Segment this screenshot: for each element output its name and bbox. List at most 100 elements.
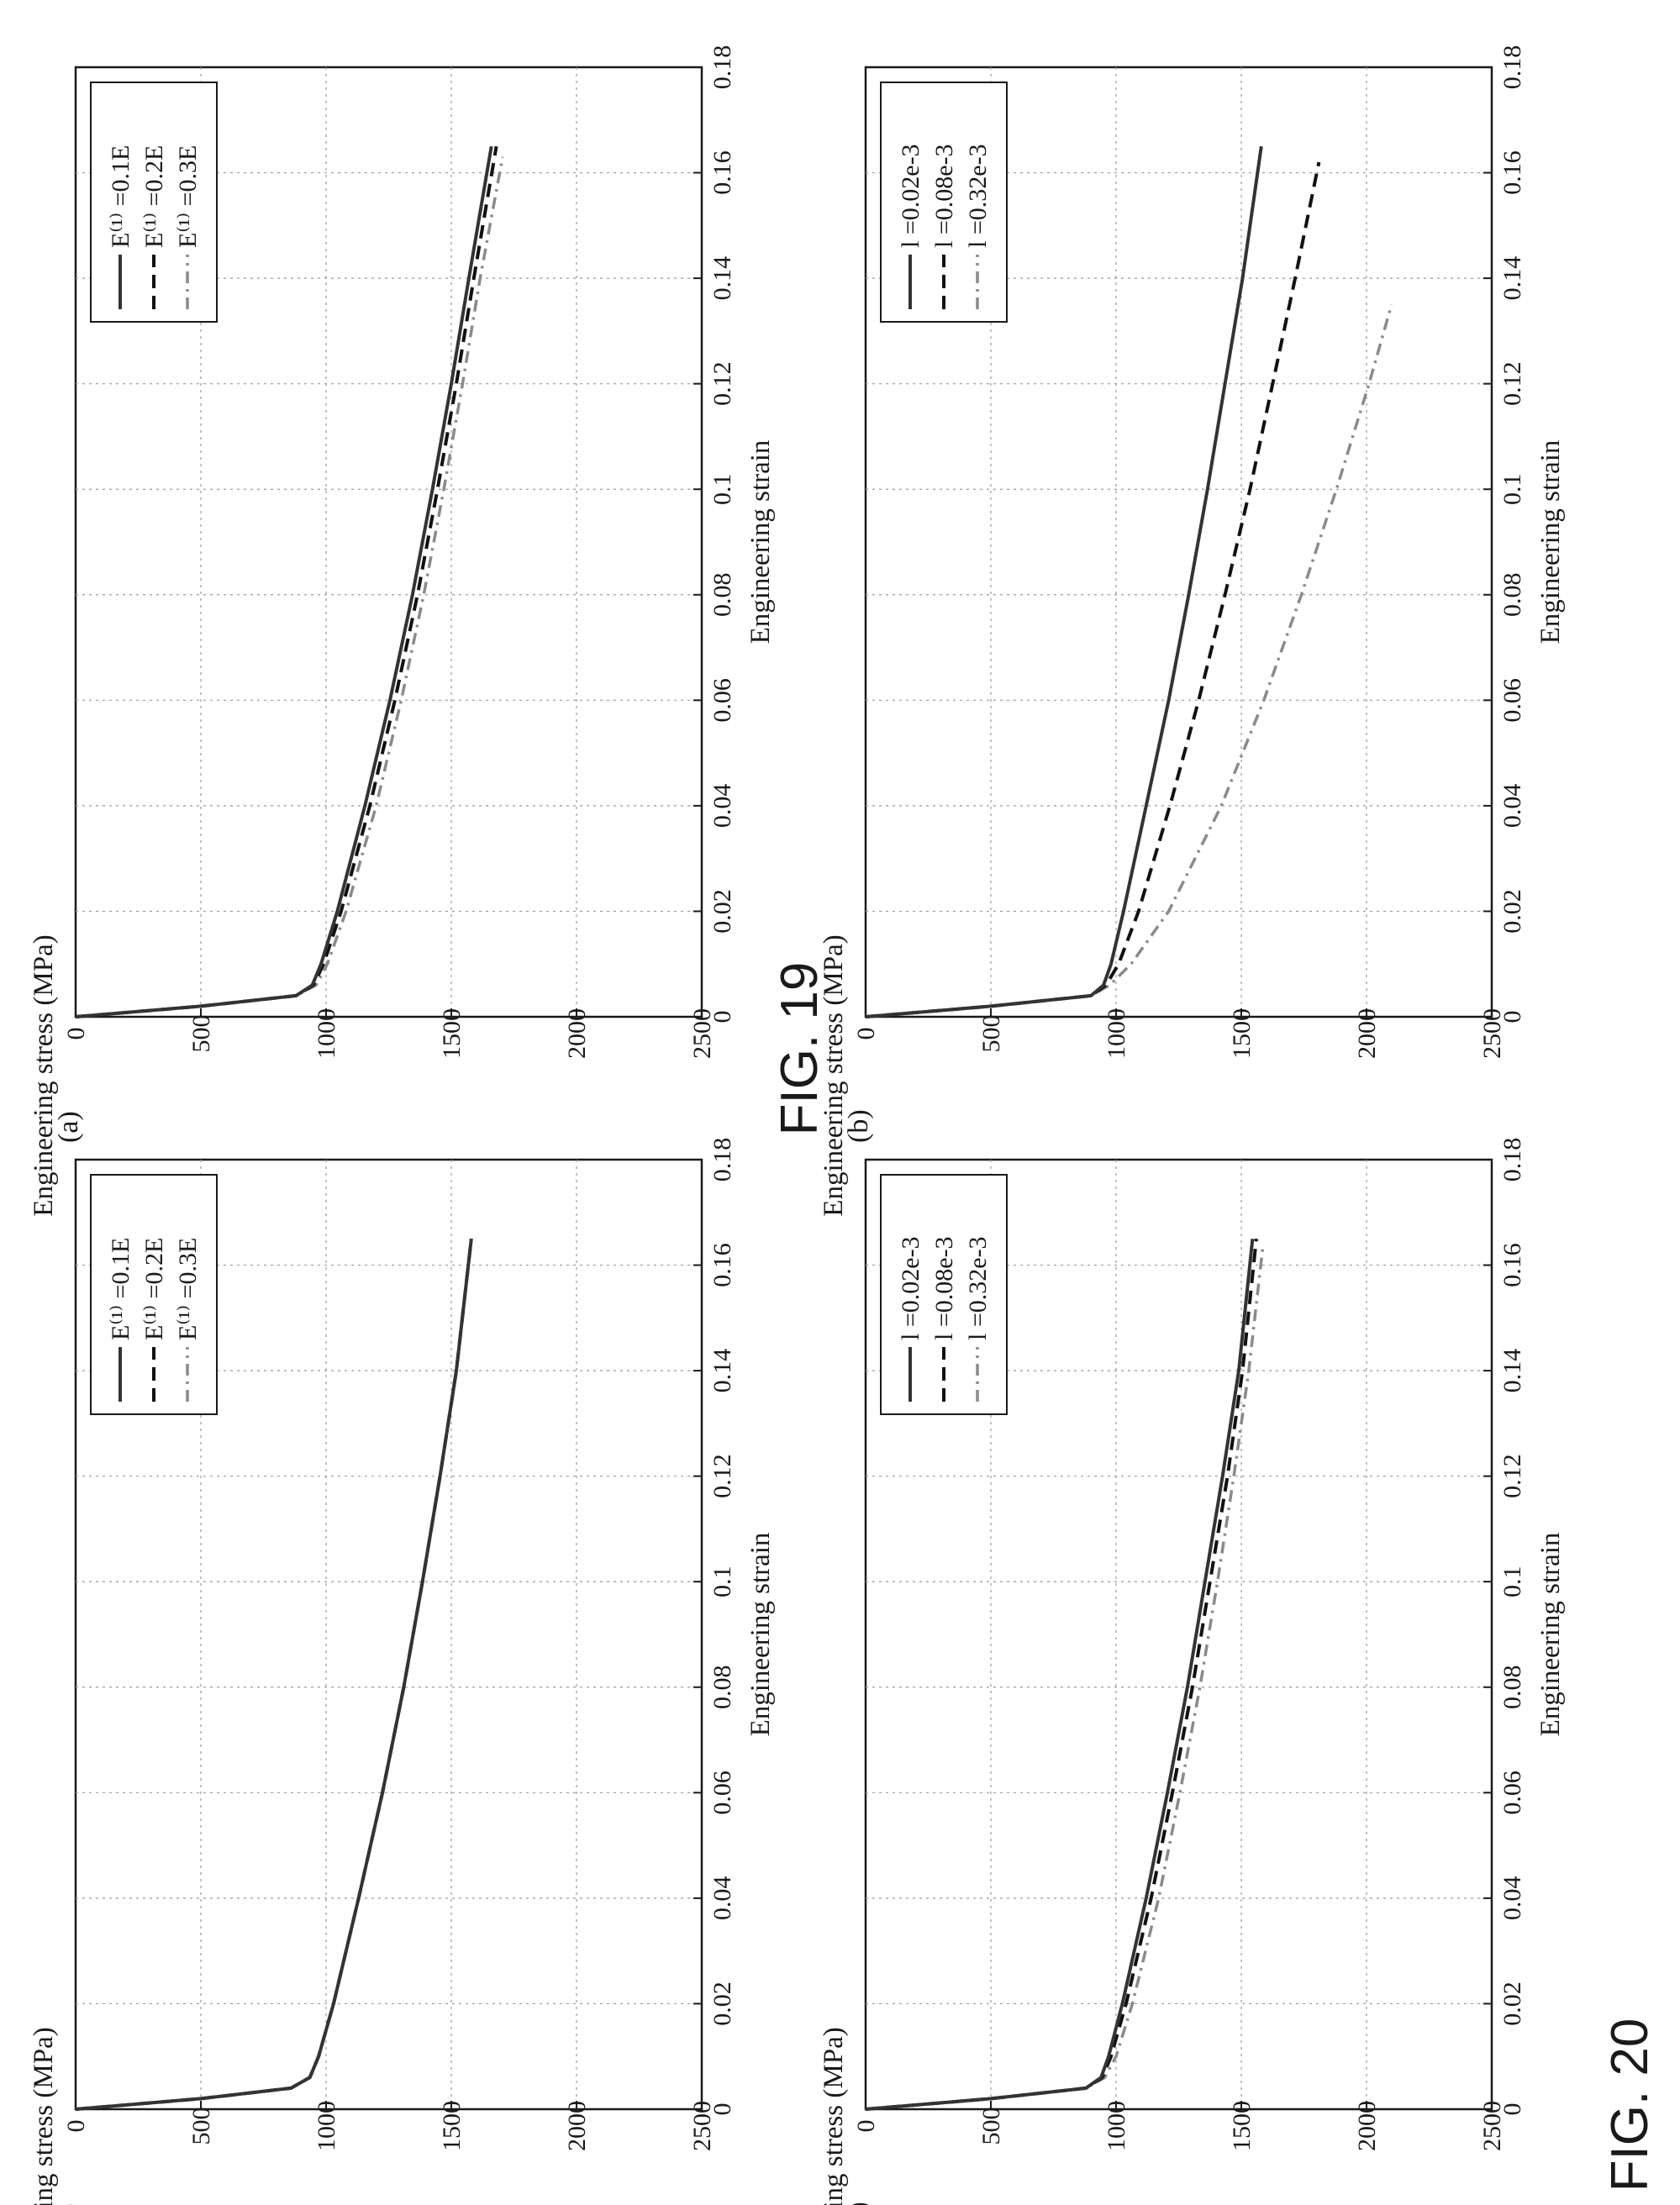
x-tick-label: 0.16 [1498, 150, 1526, 195]
x-tick-label: 0.08 [708, 1666, 736, 1710]
x-tick-label: 0.1 [708, 1566, 736, 1597]
y-tick-label: 1000 [313, 2101, 340, 2151]
legend-entry: l =0.08e-3 [930, 144, 958, 248]
y-tick-label: 500 [187, 1015, 215, 1053]
y-tick-label: 500 [187, 2108, 215, 2145]
y-tick-label: 1000 [1103, 2101, 1130, 2151]
chart-panels: 0 0.02 0.04 0.06 0.08 0.1 0.12 0.14 0.16 0.18 0 500… [29, 45, 1566, 2205]
series-line [75, 145, 493, 1018]
x-tick-label: 0.14 [1498, 1349, 1526, 1393]
x-tick-label: 0 [708, 1011, 736, 1024]
x-tick-label: 0.04 [1498, 784, 1526, 829]
x-tick-label: 0.16 [708, 1243, 736, 1287]
panel-label: (b) [843, 1109, 874, 1143]
x-tick-label: 0.18 [708, 45, 736, 90]
y-tick-label: 0 [852, 2120, 880, 2133]
fig19a-panel: 0 0.02 0.04 0.06 0.08 0.1 0.12 0.14 0.16 0.18 0 500… [29, 45, 776, 1217]
x-tick-label: 0.1 [708, 473, 736, 505]
legend-entry: E⁽¹⁾ =0.1E [107, 1238, 134, 1340]
x-tick-label: 0 [1498, 2103, 1526, 2116]
y-tick-label: 2000 [1353, 1008, 1381, 1059]
x-tick-label: 0.08 [1498, 573, 1526, 618]
y-tick-label: 2500 [1478, 1008, 1506, 1059]
x-tick-label: 0.12 [1498, 1454, 1526, 1498]
y-axis-label: Engineering stress (MPa) [819, 2027, 849, 2205]
series-line [75, 1238, 473, 2111]
y-tick-label: 1000 [1103, 1008, 1130, 1059]
x-tick-label: 0.16 [708, 150, 736, 195]
fig19b-panel: 0 0.02 0.04 0.06 0.08 0.1 0.12 0.14 0.16 0.18 0 500… [819, 45, 1566, 1217]
y-tick-label: 500 [977, 2108, 1005, 2145]
y-tick-label: 2000 [563, 1008, 591, 1059]
y-tick-label: 500 [977, 1015, 1005, 1053]
panel-label: (a) [53, 1111, 84, 1143]
x-tick-label: 0.14 [1498, 256, 1526, 301]
legend-entry: l =0.32e-3 [964, 1236, 992, 1340]
x-tick-label: 0.02 [1498, 889, 1526, 934]
x-tick-label: 0.14 [708, 1349, 736, 1393]
y-axis-label: Engineering stress (MPa) [29, 934, 59, 1216]
y-tick-label: 2500 [688, 1008, 716, 1059]
x-tick-label: 0.08 [1498, 1666, 1526, 1710]
legend-entry: E⁽¹⁾ =0.1E [107, 145, 134, 248]
x-tick-label: 0.12 [708, 361, 736, 406]
x-tick-label: 0.04 [708, 1876, 736, 1921]
x-tick-label: 0.18 [1498, 1138, 1526, 1182]
x-tick-label: 0.18 [708, 1138, 736, 1182]
x-tick-label: 0.1 [1498, 1566, 1526, 1597]
legend-entry: l =0.02e-3 [897, 1236, 924, 1340]
series-line [865, 1238, 1255, 2111]
x-tick-label: 0.12 [708, 1454, 736, 1498]
x-tick-label: 0 [708, 2103, 736, 2116]
x-tick-label: 0.12 [1498, 361, 1526, 406]
legend-entry: l =0.32e-3 [964, 144, 992, 248]
y-tick-label: 2000 [1353, 2101, 1381, 2151]
x-axis-label: Engineering strain [1535, 1533, 1566, 1737]
series-line [75, 156, 504, 1018]
x-axis-label: Engineering strain [1535, 440, 1566, 645]
legend-entry: E⁽¹⁾ =0.3E [174, 1238, 202, 1340]
panel-label: (b) [843, 2202, 874, 2205]
x-tick-label: 0.02 [708, 1981, 736, 2026]
y-tick-label: 2500 [688, 2101, 716, 2151]
x-tick-label: 0.06 [1498, 1771, 1526, 1815]
y-tick-label: 0 [852, 1028, 880, 1040]
legend-entry: E⁽¹⁾ =0.2E [140, 1238, 168, 1340]
series-line [865, 145, 1263, 1018]
x-tick-label: 0.18 [1498, 45, 1526, 90]
y-tick-label: 1500 [1228, 2101, 1256, 2151]
x-axis-label: Engineering strain [745, 1533, 776, 1737]
x-tick-label: 0.04 [1498, 1876, 1526, 1921]
fig20-label: FIG. 20 [1601, 2018, 1659, 2192]
x-tick-label: 0.08 [708, 573, 736, 618]
panel-label: (a) [53, 2203, 84, 2205]
x-tick-label: 0.06 [1498, 678, 1526, 723]
y-axis-label: Engineering stress (MPa) [29, 2027, 59, 2205]
legend-entry: E⁽¹⁾ =0.2E [140, 145, 168, 248]
y-tick-label: 2500 [1478, 2101, 1506, 2151]
x-tick-label: 0.14 [708, 256, 736, 301]
fig20b-panel: 0 0.02 0.04 0.06 0.08 0.1 0.12 0.14 0.16 0.18 0 500… [819, 1138, 1566, 2205]
y-tick-label: 1000 [313, 1008, 340, 1059]
legend-box [880, 82, 1008, 323]
x-tick-label: 0.02 [1498, 1981, 1526, 2026]
legend-entry: l =0.02e-3 [897, 144, 924, 248]
x-tick-label: 0.04 [708, 784, 736, 829]
x-tick-label: 0.06 [708, 1771, 736, 1815]
y-tick-label: 1500 [438, 1008, 466, 1059]
x-tick-label: 0.06 [708, 678, 736, 723]
x-tick-label: 0 [1498, 1011, 1526, 1024]
x-tick-label: 0.1 [1498, 473, 1526, 505]
y-tick-label: 2000 [563, 2101, 591, 2151]
x-axis-label: Engineering strain [745, 440, 776, 645]
x-tick-label: 0.16 [1498, 1243, 1526, 1287]
x-tick-label: 0.02 [708, 889, 736, 934]
y-tick-label: 1500 [1228, 1008, 1256, 1059]
y-tick-label: 0 [62, 2120, 90, 2133]
y-axis-label: Engineering stress (MPa) [819, 934, 849, 1216]
legend-entry: l =0.08e-3 [930, 1236, 958, 1340]
y-tick-label: 1500 [438, 2101, 466, 2151]
legend-entry: E⁽¹⁾ =0.3E [174, 145, 202, 248]
fig20a-panel: 0 0.02 0.04 0.06 0.08 0.1 0.12 0.14 0.16 0.18 0 500… [29, 1138, 776, 2205]
